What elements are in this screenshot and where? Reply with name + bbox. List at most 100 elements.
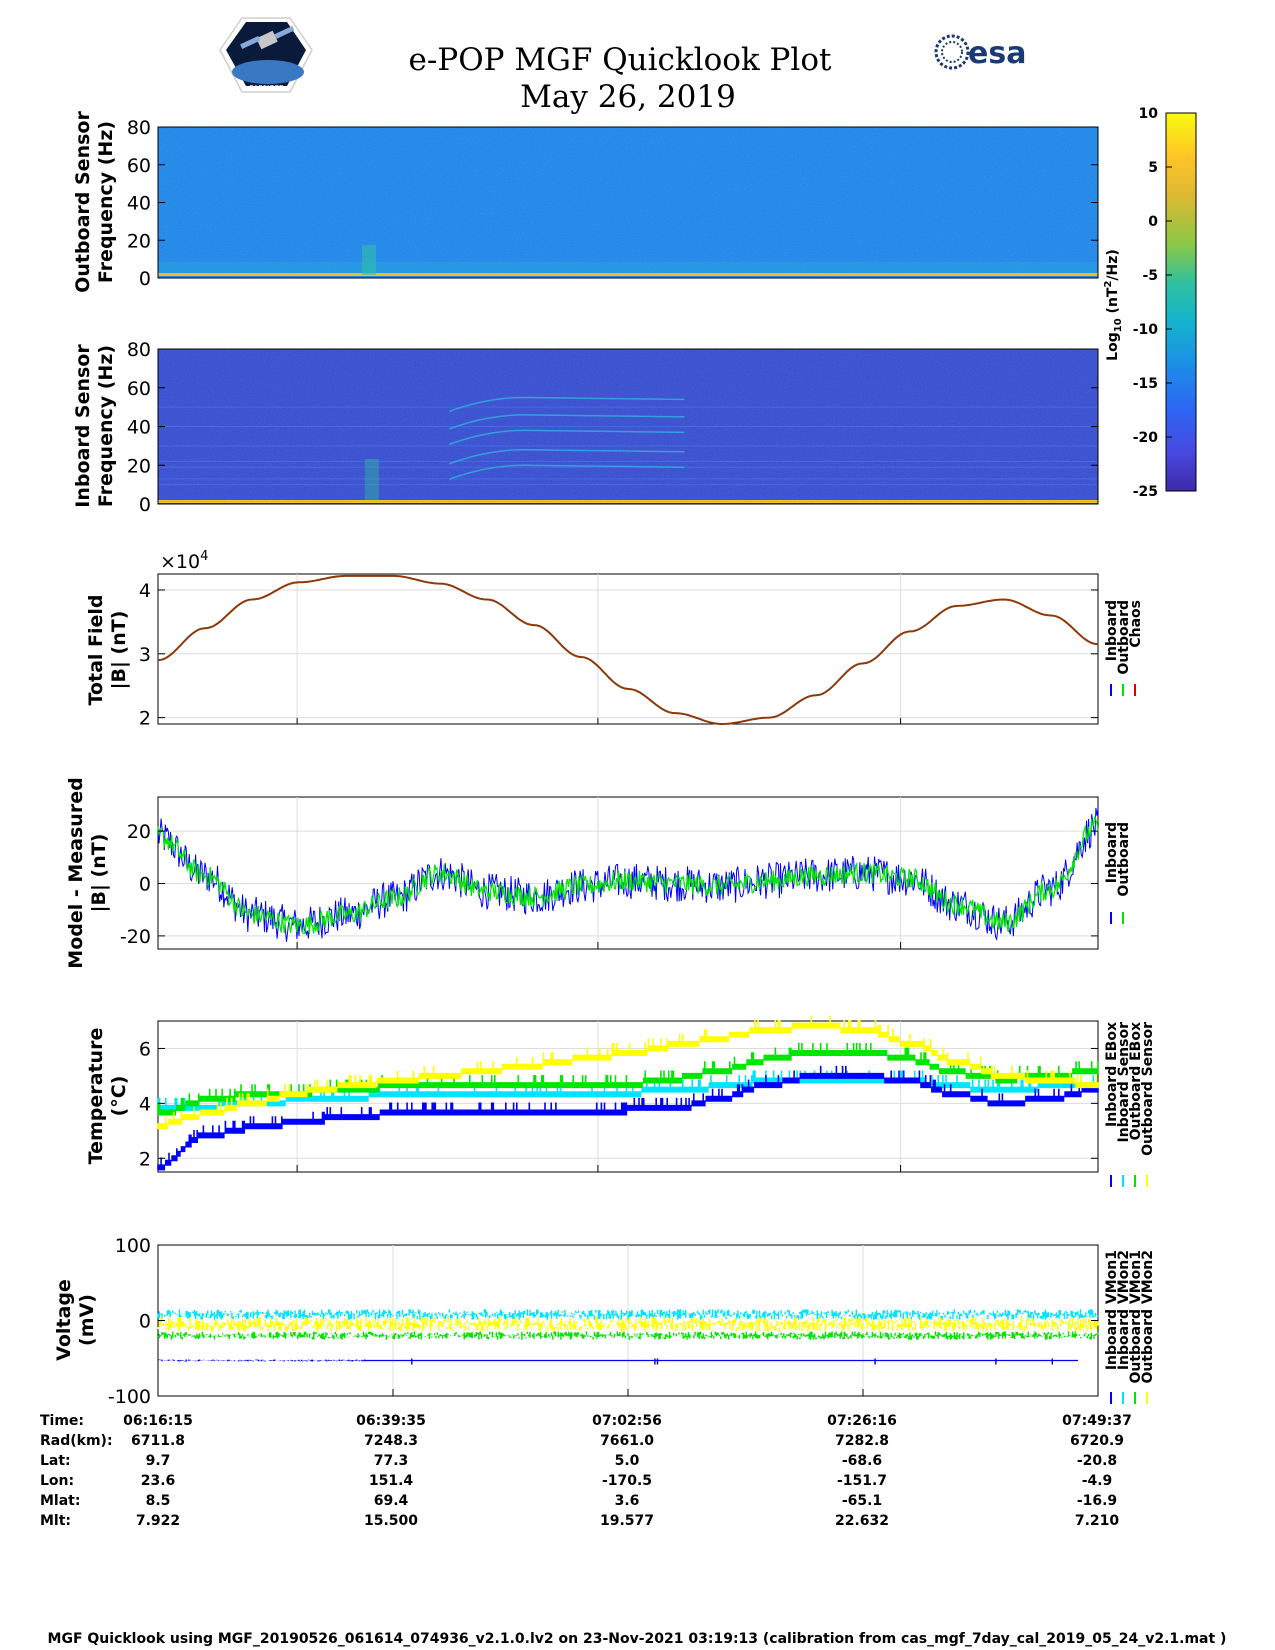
outboard-low-band xyxy=(158,262,1098,274)
total-field-y-ticks: 4 3 2 xyxy=(139,580,1098,730)
cassiope-logo: CASSIOPE xyxy=(219,17,313,93)
outboard-ylabel-1: Outboard Sensor xyxy=(72,111,94,293)
model-measured-panel: 20 0 -20 Model - Measured |B| (nT) Inboard… xyxy=(65,777,1132,968)
orbit-table: Time: Rad(km): Lat: Lon: Mlat: Mlt: 06:16:15 67… xyxy=(40,1413,1132,1529)
y-tick-label: 0 xyxy=(139,1311,151,1333)
voltage-ylabel-1: Voltage xyxy=(53,1279,75,1361)
orbit-row-label: Mlat: xyxy=(40,1493,80,1509)
inboard-ylabel-1: Inboard Sensor xyxy=(72,344,94,508)
esa-logo: esa xyxy=(934,34,1026,71)
legend-label-inboard-vmon2: Inboard VMon2 xyxy=(1116,1250,1132,1370)
orbit-cell: 7.922 xyxy=(136,1513,180,1529)
orbit-cell: -68.6 xyxy=(842,1453,882,1469)
model-measured-y-ticks: 20 0 -20 xyxy=(120,821,1098,948)
y-tick-label: 2 xyxy=(139,708,151,730)
outboard-spectrogram-panel: 80 60 40 20 0 Outboard Sensor Frequency (Hz) xyxy=(72,111,1099,293)
orbit-row-label: Mlt: xyxy=(40,1513,71,1529)
outboard-ylabel-2: Frequency (Hz) xyxy=(95,121,117,283)
legend-label-outboard-sensor: Outboard Sensor xyxy=(1140,1022,1156,1156)
inboard-spectrogram-panel: 80 60 40 20 0 Inboard Sensor Frequency (Hz) xyxy=(72,339,1099,516)
outboard-residual-trace xyxy=(157,816,1099,935)
orbit-cell: 7661.0 xyxy=(600,1433,654,1449)
legend-label-outboard-ebox: Outboard EBox xyxy=(1128,1022,1144,1140)
inboard-tone xyxy=(449,414,685,430)
model-measured-grid xyxy=(158,797,1098,949)
colorbar-tick-label: -5 xyxy=(1142,268,1158,284)
y-tick-label: 3 xyxy=(139,644,151,666)
temperature-ylabel-2: (°C) xyxy=(108,1076,130,1117)
legend-label-inboard: Inboard xyxy=(1104,600,1120,661)
orbit-cell: 6711.8 xyxy=(131,1433,185,1449)
temperature-ylabel-1: Temperature xyxy=(85,1028,107,1165)
orbit-cell: 77.3 xyxy=(374,1453,409,1469)
inboard-tone xyxy=(449,429,685,446)
orbit-cell: 07:02:56 xyxy=(592,1413,662,1429)
y-tick-label: 80 xyxy=(127,117,151,139)
model-measured-ylabel-2: |B| (nT) xyxy=(88,834,110,913)
orbit-cell: 06:39:35 xyxy=(356,1413,426,1429)
inboard-dc-band xyxy=(158,500,1098,503)
orbit-cell: -170.5 xyxy=(602,1473,652,1489)
legend-label-inboard-vmon1: Inboard VMon1 xyxy=(1104,1250,1120,1370)
y-tick-label: -20 xyxy=(120,926,151,948)
temperature-trace-outboard-sensor xyxy=(157,1015,1099,1130)
orbit-cell: 06:16:15 xyxy=(123,1413,193,1429)
colorbar-tick-label: -20 xyxy=(1133,430,1159,446)
colorbar-tick-label: -15 xyxy=(1133,376,1158,392)
inboard-burst xyxy=(364,459,379,502)
temperature-grid xyxy=(158,1021,1098,1172)
orbit-cell: 5.0 xyxy=(615,1453,640,1469)
total-field-traces xyxy=(157,574,1099,726)
temperature-traces xyxy=(157,1015,1099,1171)
orbit-cell: -151.7 xyxy=(837,1473,887,1489)
colorbar-tick-label: 10 xyxy=(1139,106,1159,122)
y-tick-label: 0 xyxy=(139,494,151,516)
voltage-traces xyxy=(157,1309,1099,1365)
legend-label-outboard-vmon2: Outboard VMon2 xyxy=(1140,1250,1156,1384)
esa-text: esa xyxy=(968,36,1026,71)
voltage-ylabel-2: (mV) xyxy=(76,1294,98,1346)
orbit-cell: -20.8 xyxy=(1077,1453,1117,1469)
inboard-ylabel-2: Frequency (Hz) xyxy=(95,345,117,507)
legend-label-outboard-vmon1: Outboard VMon1 xyxy=(1128,1250,1144,1384)
legend-label-outboard: Outboard xyxy=(1116,600,1132,675)
orbit-cell: 19.577 xyxy=(600,1513,654,1529)
inboard-tone xyxy=(449,464,685,480)
outboard-burst xyxy=(362,245,376,275)
y-tick-label: 4 xyxy=(139,1093,151,1115)
total-field-trace xyxy=(157,574,1099,726)
total-field-ylabel-1: Total Field xyxy=(85,594,107,705)
y-tick-label: 0 xyxy=(139,873,151,895)
orbit-cell: 07:49:37 xyxy=(1062,1413,1132,1429)
colorbar-gradient xyxy=(1165,112,1197,492)
y-tick-label: 20 xyxy=(127,821,151,843)
orbit-cell: 7.210 xyxy=(1075,1513,1120,1529)
y-tick-label: 0 xyxy=(139,268,151,290)
temperature-trace-inboard-ebox xyxy=(157,1065,1099,1171)
orbit-cell: 07:26:16 xyxy=(827,1413,897,1429)
orbit-row-label: Rad(km): xyxy=(40,1433,113,1449)
voltage-trace-inboard-vmon2 xyxy=(157,1309,1099,1320)
y-tick-label: 20 xyxy=(127,230,151,252)
outboard-y-ticks: 80 60 40 20 0 xyxy=(127,117,1098,290)
colorbar-label: Log10 (nT2/Hz) xyxy=(1103,249,1124,361)
inboard-tone xyxy=(449,448,685,465)
inboard-spectral-lines xyxy=(158,396,1098,502)
voltage-y-ticks: 100 0 -100 xyxy=(108,1235,1098,1408)
orbit-row-label: Time: xyxy=(40,1413,84,1429)
orbit-cell: -16.9 xyxy=(1077,1493,1117,1509)
temperature-y-ticks: 6 4 2 xyxy=(139,1038,1098,1170)
orbit-row-label: Lat: xyxy=(40,1453,71,1469)
y-tick-label: 6 xyxy=(139,1038,151,1060)
inboard-y-ticks: 80 60 40 20 0 xyxy=(127,339,1098,516)
orbit-row-label: Lon: xyxy=(40,1473,74,1489)
voltage-trace-inboard-vmon1 xyxy=(157,1358,1053,1365)
orbit-cell: 9.7 xyxy=(146,1453,171,1469)
orbit-cell: 151.4 xyxy=(369,1473,414,1489)
y-tick-label: 20 xyxy=(127,455,151,477)
y-tick-label: 60 xyxy=(127,378,151,400)
colorbar: 10 5 0 -5 -10 -15 -20 -25 Log10 (nT2/Hz) xyxy=(1103,106,1197,500)
